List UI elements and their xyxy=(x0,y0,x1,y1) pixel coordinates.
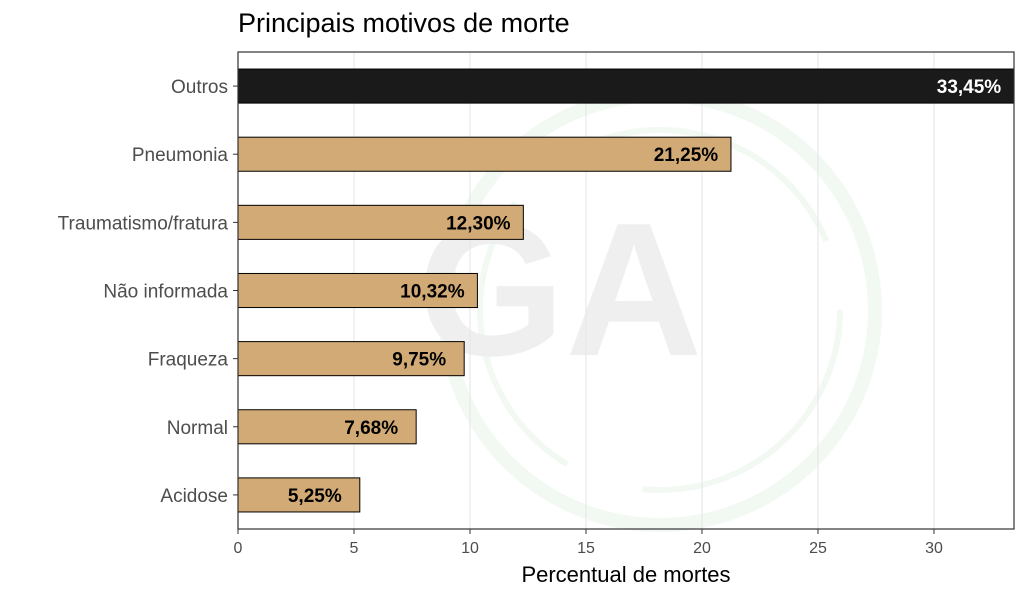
bar xyxy=(237,341,465,377)
category-label: Outros xyxy=(171,77,228,98)
x-axis-title: Percentual de mortes xyxy=(521,562,730,587)
x-tick-label: 25 xyxy=(809,540,827,557)
category-labels: Outros Pneumonia Traumatismo/fratura Não in… xyxy=(58,77,238,507)
bar-value-label: 5,25% xyxy=(288,486,342,507)
panel-border xyxy=(237,51,1015,530)
x-axis-ticks: 0 5 10 15 20 25 30 xyxy=(234,529,943,557)
chart-title: Principais motivos de morte xyxy=(238,8,570,38)
category-label: Não informada xyxy=(103,282,228,303)
x-tick-label: 20 xyxy=(693,540,711,557)
x-tick-label: 5 xyxy=(350,540,359,557)
bar-value-label: 7,68% xyxy=(344,418,398,439)
x-tick-label: 15 xyxy=(577,540,595,557)
bar-value-label: 9,75% xyxy=(392,350,446,371)
bar xyxy=(237,477,361,513)
bars xyxy=(237,68,1015,513)
bar-value-label: 33,45% xyxy=(937,77,1002,98)
x-tick-label: 30 xyxy=(925,540,943,557)
category-label: Fraqueza xyxy=(148,350,229,371)
x-tick-label: 10 xyxy=(461,540,479,557)
category-label: Pneumonia xyxy=(132,145,229,166)
category-label: Traumatismo/fratura xyxy=(58,213,229,234)
bar xyxy=(237,68,1015,104)
category-label: Normal xyxy=(167,418,228,439)
category-label: Acidose xyxy=(160,486,228,507)
bar-data-labels: 33,45% 21,25% 12,30% 10,32% 9,75% 7,68% 5,25% xyxy=(288,77,1001,507)
bar-value-label: 12,30% xyxy=(446,213,511,234)
bar-value-label: 21,25% xyxy=(654,145,719,166)
x-tick-label: 0 xyxy=(234,540,243,557)
bar xyxy=(237,409,417,445)
bar-value-label: 10,32% xyxy=(400,282,465,303)
